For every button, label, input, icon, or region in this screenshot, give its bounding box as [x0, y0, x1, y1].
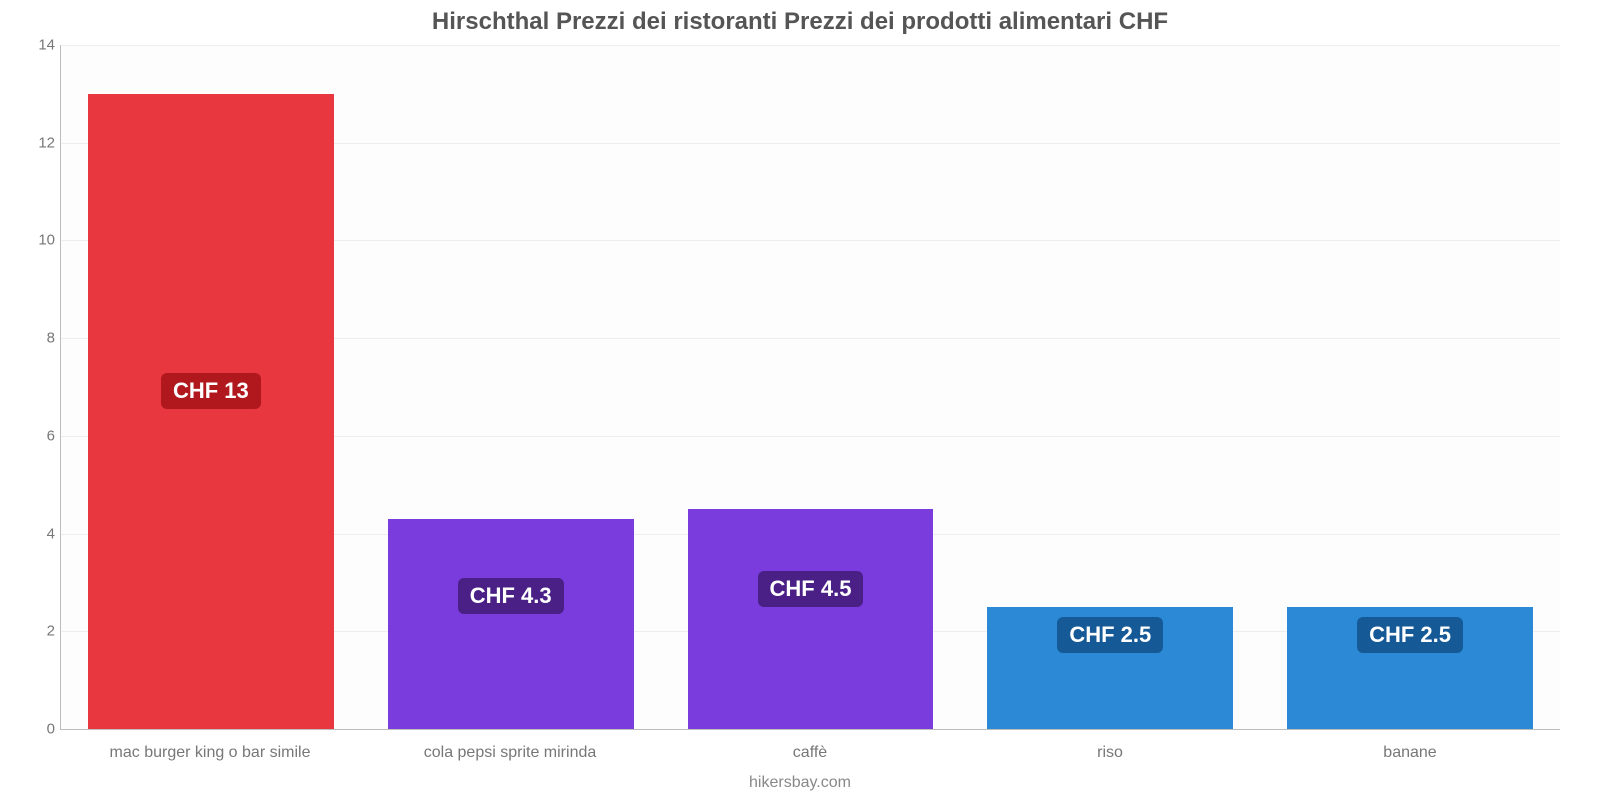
- bar-slot: CHF 13: [61, 45, 361, 729]
- plot-area: 02468101214 CHF 13CHF 4.3CHF 4.5CHF 2.5C…: [60, 45, 1560, 730]
- x-tick-label: caffè: [660, 743, 960, 762]
- x-axis-labels: mac burger king o bar similecola pepsi s…: [60, 743, 1560, 762]
- bar: CHF 2.5: [987, 607, 1233, 729]
- x-tick-label: mac burger king o bar simile: [60, 743, 360, 762]
- bar-slot: CHF 2.5: [1260, 45, 1560, 729]
- bar-value-label: CHF 13: [161, 373, 261, 409]
- bar-value-label: CHF 2.5: [1357, 617, 1463, 653]
- bar: CHF 13: [88, 94, 334, 729]
- bar: CHF 4.5: [688, 509, 934, 729]
- y-tick-label: 8: [21, 330, 55, 347]
- y-tick-label: 4: [21, 525, 55, 542]
- bar-value-label: CHF 4.3: [458, 578, 564, 614]
- y-tick-label: 10: [21, 232, 55, 249]
- x-tick-label: banane: [1260, 743, 1560, 762]
- y-tick-label: 14: [21, 37, 55, 54]
- bar: CHF 2.5: [1287, 607, 1533, 729]
- bar-slot: CHF 4.3: [361, 45, 661, 729]
- y-tick-label: 12: [21, 134, 55, 151]
- price-bar-chart: Hirschthal Prezzi dei ristoranti Prezzi …: [0, 0, 1600, 800]
- bar-value-label: CHF 4.5: [758, 571, 864, 607]
- y-tick-label: 2: [21, 623, 55, 640]
- x-tick-label: cola pepsi sprite mirinda: [360, 743, 660, 762]
- bar-value-label: CHF 2.5: [1057, 617, 1163, 653]
- x-tick-label: riso: [960, 743, 1260, 762]
- chart-title: Hirschthal Prezzi dei ristoranti Prezzi …: [0, 8, 1600, 36]
- bar-slot: CHF 4.5: [661, 45, 961, 729]
- bar: CHF 4.3: [388, 519, 634, 729]
- y-tick-label: 6: [21, 427, 55, 444]
- attribution-text: hikersbay.com: [0, 774, 1600, 792]
- bar-slot: CHF 2.5: [960, 45, 1260, 729]
- y-tick-label: 0: [21, 721, 55, 738]
- bars-container: CHF 13 CHF 4.3 CHF 4.5 CHF 2.5 CHF 2.5: [61, 45, 1560, 729]
